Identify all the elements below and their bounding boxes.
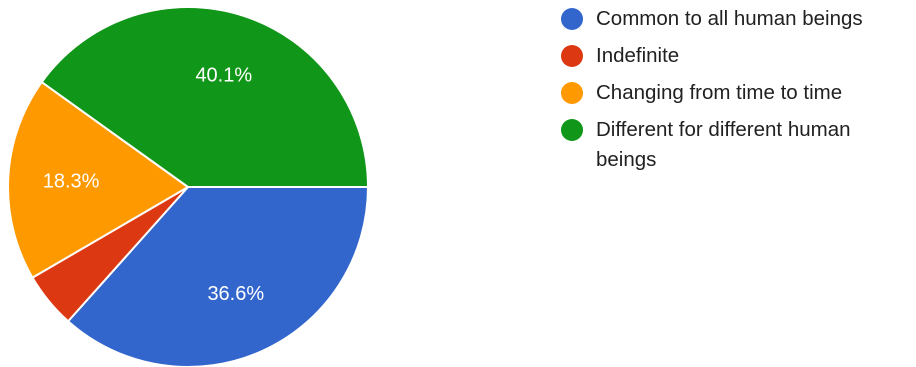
- legend-swatch-icon: [561, 45, 583, 67]
- pie-slice-1[interactable]: [67, 186, 369, 367]
- legend-label: Changing from time to time: [596, 81, 843, 104]
- legend-item-different[interactable]: Different for different human beings: [561, 115, 911, 175]
- legend-label: Indefinite: [596, 44, 680, 67]
- pie-slice-3[interactable]: [7, 81, 189, 279]
- pie-slice-label-4: 40.1%: [195, 65, 252, 87]
- legend-item-common[interactable]: Common to all human beings: [561, 4, 911, 34]
- legend-swatch-icon: [561, 8, 583, 30]
- legend-item-changing[interactable]: Changing from time to time: [561, 78, 911, 108]
- pie-slice-label-3: 18.3%: [43, 171, 100, 193]
- legend-swatch-icon: [561, 119, 583, 141]
- pie-slice-4[interactable]: [40, 6, 369, 188]
- legend-item-indefinite[interactable]: Indefinite: [561, 41, 911, 71]
- pie-chart: 36.6% 18.3% 40.1%: [7, 6, 369, 367]
- legend-label: Different for different human beings: [596, 118, 851, 171]
- legend-swatch-icon: [561, 82, 583, 104]
- pie-slice-label-1: 36.6%: [207, 283, 264, 305]
- legend-label: Common to all human beings: [596, 7, 863, 30]
- legend: Common to all human beings Indefinite Ch…: [561, 4, 911, 182]
